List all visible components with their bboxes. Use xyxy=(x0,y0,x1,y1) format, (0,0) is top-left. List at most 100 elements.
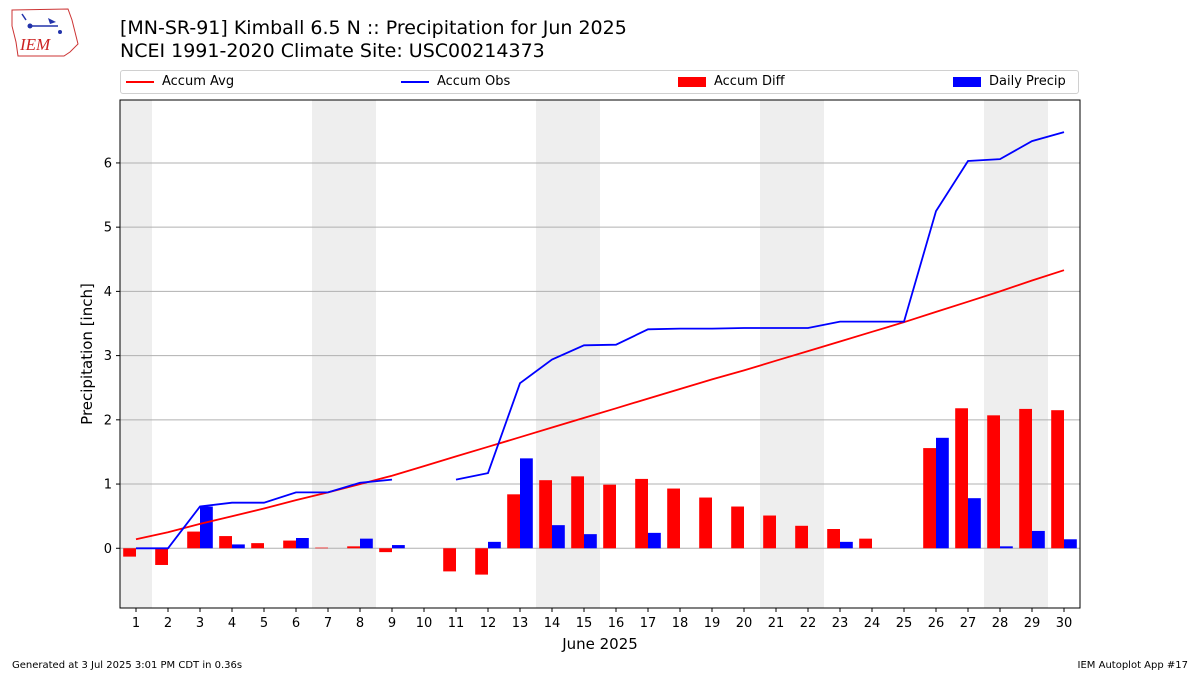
x-tick-label: 20 xyxy=(736,616,753,631)
accum-diff-bar xyxy=(443,548,456,572)
y-tick-label: 1 xyxy=(104,478,112,493)
x-tick-label: 19 xyxy=(704,616,721,631)
x-tick-label: 5 xyxy=(260,616,268,631)
accum-obs-line xyxy=(136,478,393,550)
accum-diff-bar xyxy=(923,448,936,549)
accum-diff-bar xyxy=(571,476,584,549)
daily-precip-bar xyxy=(488,541,501,549)
daily-precip-bar xyxy=(1032,530,1045,549)
x-tick-label: 23 xyxy=(832,616,849,631)
x-tick-label: 29 xyxy=(1024,616,1041,631)
y-tick-label: 2 xyxy=(104,413,112,428)
x-tick-label: 11 xyxy=(448,616,465,631)
accum-diff-bar xyxy=(155,548,168,565)
accum-diff-bar xyxy=(827,529,840,549)
daily-precip-bar xyxy=(1064,539,1077,549)
daily-precip-bar xyxy=(840,541,853,549)
x-tick-label: 12 xyxy=(480,616,497,631)
chart-subtitle: NCEI 1991-2020 Climate Site: USC00214373 xyxy=(120,40,545,62)
x-tick-label: 25 xyxy=(896,616,913,631)
accum-diff-bar xyxy=(667,488,680,549)
accum-diff-bar xyxy=(955,408,968,549)
accum-diff-bar xyxy=(283,540,296,549)
weekend-shade xyxy=(312,100,376,608)
accum-diff-bar xyxy=(347,546,360,549)
generated-footer: Generated at 3 Jul 2025 3:01 PM CDT in 0… xyxy=(12,660,243,671)
accum-diff-bar xyxy=(731,506,744,549)
y-axis-label: Precipitation [inch] xyxy=(78,283,96,425)
chart-legend: Accum Avg Accum Obs Accum Diff Daily Pre… xyxy=(120,70,1079,94)
x-tick-label: 16 xyxy=(608,616,625,631)
x-tick-label: 2 xyxy=(164,616,172,631)
y-tick-label: 6 xyxy=(104,156,112,171)
x-tick-label: 17 xyxy=(640,616,657,631)
y-tick-label: 3 xyxy=(104,349,112,364)
x-tick-label: 8 xyxy=(356,616,364,631)
chart-title: [MN-SR-91] Kimball 6.5 N :: Precipitatio… xyxy=(120,17,627,39)
x-tick-label: 30 xyxy=(1056,616,1073,631)
iem-logo: IEM xyxy=(11,8,79,57)
x-tick-label: 4 xyxy=(228,616,236,631)
legend-accum-obs: Accum Obs xyxy=(401,74,510,89)
daily-precip-bar xyxy=(968,498,981,549)
x-tick-label: 14 xyxy=(544,616,561,631)
legend-red-box-icon xyxy=(678,76,706,87)
svg-text:IEM: IEM xyxy=(19,35,51,54)
accum-diff-bar xyxy=(251,543,264,549)
legend-label: Daily Precip xyxy=(989,74,1066,89)
legend-red-line-icon xyxy=(126,80,154,83)
daily-precip-bar xyxy=(552,525,565,549)
accum-diff-bar xyxy=(763,515,776,549)
daily-precip-bar xyxy=(360,538,373,549)
accum-diff-bar xyxy=(603,484,616,549)
legend-daily-precip: Daily Precip xyxy=(953,74,1066,89)
accum-diff-bar xyxy=(1051,410,1064,549)
x-tick-label: 9 xyxy=(388,616,396,631)
accum-diff-bar xyxy=(379,548,392,553)
legend-blue-box-icon xyxy=(953,76,981,87)
x-tick-label: 1 xyxy=(132,616,140,631)
legend-label: Accum Avg xyxy=(162,74,235,89)
daily-precip-bar xyxy=(520,458,533,549)
x-tick-label: 3 xyxy=(196,616,204,631)
legend-accum-avg: Accum Avg xyxy=(126,74,234,89)
daily-precip-bar xyxy=(296,537,309,549)
plot-frame xyxy=(119,99,1081,609)
accum-diff-bar xyxy=(123,548,136,557)
accum-diff-bar xyxy=(475,548,488,575)
legend-label: Accum Obs xyxy=(437,74,511,89)
y-tick-label: 5 xyxy=(104,221,112,236)
accum-diff-bar xyxy=(795,525,808,549)
accum-diff-bar xyxy=(507,494,520,549)
x-tick-label: 15 xyxy=(576,616,593,631)
daily-precip-bar xyxy=(936,437,949,549)
x-axis-label: June 2025 xyxy=(561,635,638,653)
y-tick-label: 4 xyxy=(104,285,112,300)
x-tick-label: 22 xyxy=(800,616,817,631)
x-tick-label: 27 xyxy=(960,616,977,631)
daily-precip-bar xyxy=(648,532,661,549)
accum-diff-bar xyxy=(859,538,872,549)
daily-precip-bar xyxy=(232,544,245,549)
accum-diff-bar xyxy=(315,547,328,549)
x-tick-label: 24 xyxy=(864,616,881,631)
legend-label: Accum Diff xyxy=(714,74,785,89)
app-footer: IEM Autoplot App #17 xyxy=(1077,660,1188,671)
daily-precip-bar xyxy=(1000,546,1013,549)
x-tick-label: 28 xyxy=(992,616,1009,631)
legend-accum-diff: Accum Diff xyxy=(678,74,785,89)
legend-blue-line-icon xyxy=(401,80,429,83)
accum-diff-bar xyxy=(1019,408,1032,549)
x-tick-label: 21 xyxy=(768,616,785,631)
x-tick-label: 13 xyxy=(512,616,529,631)
accum-obs-line xyxy=(455,131,1065,481)
daily-precip-bar xyxy=(392,545,405,549)
daily-precip-bar xyxy=(584,534,597,549)
accum-diff-bar xyxy=(219,536,232,549)
y-tick-label: 0 xyxy=(104,542,112,557)
accum-avg-line xyxy=(135,269,1065,541)
x-tick-label: 18 xyxy=(672,616,689,631)
accum-diff-bar xyxy=(539,480,552,549)
x-tick-label: 10 xyxy=(416,616,433,631)
